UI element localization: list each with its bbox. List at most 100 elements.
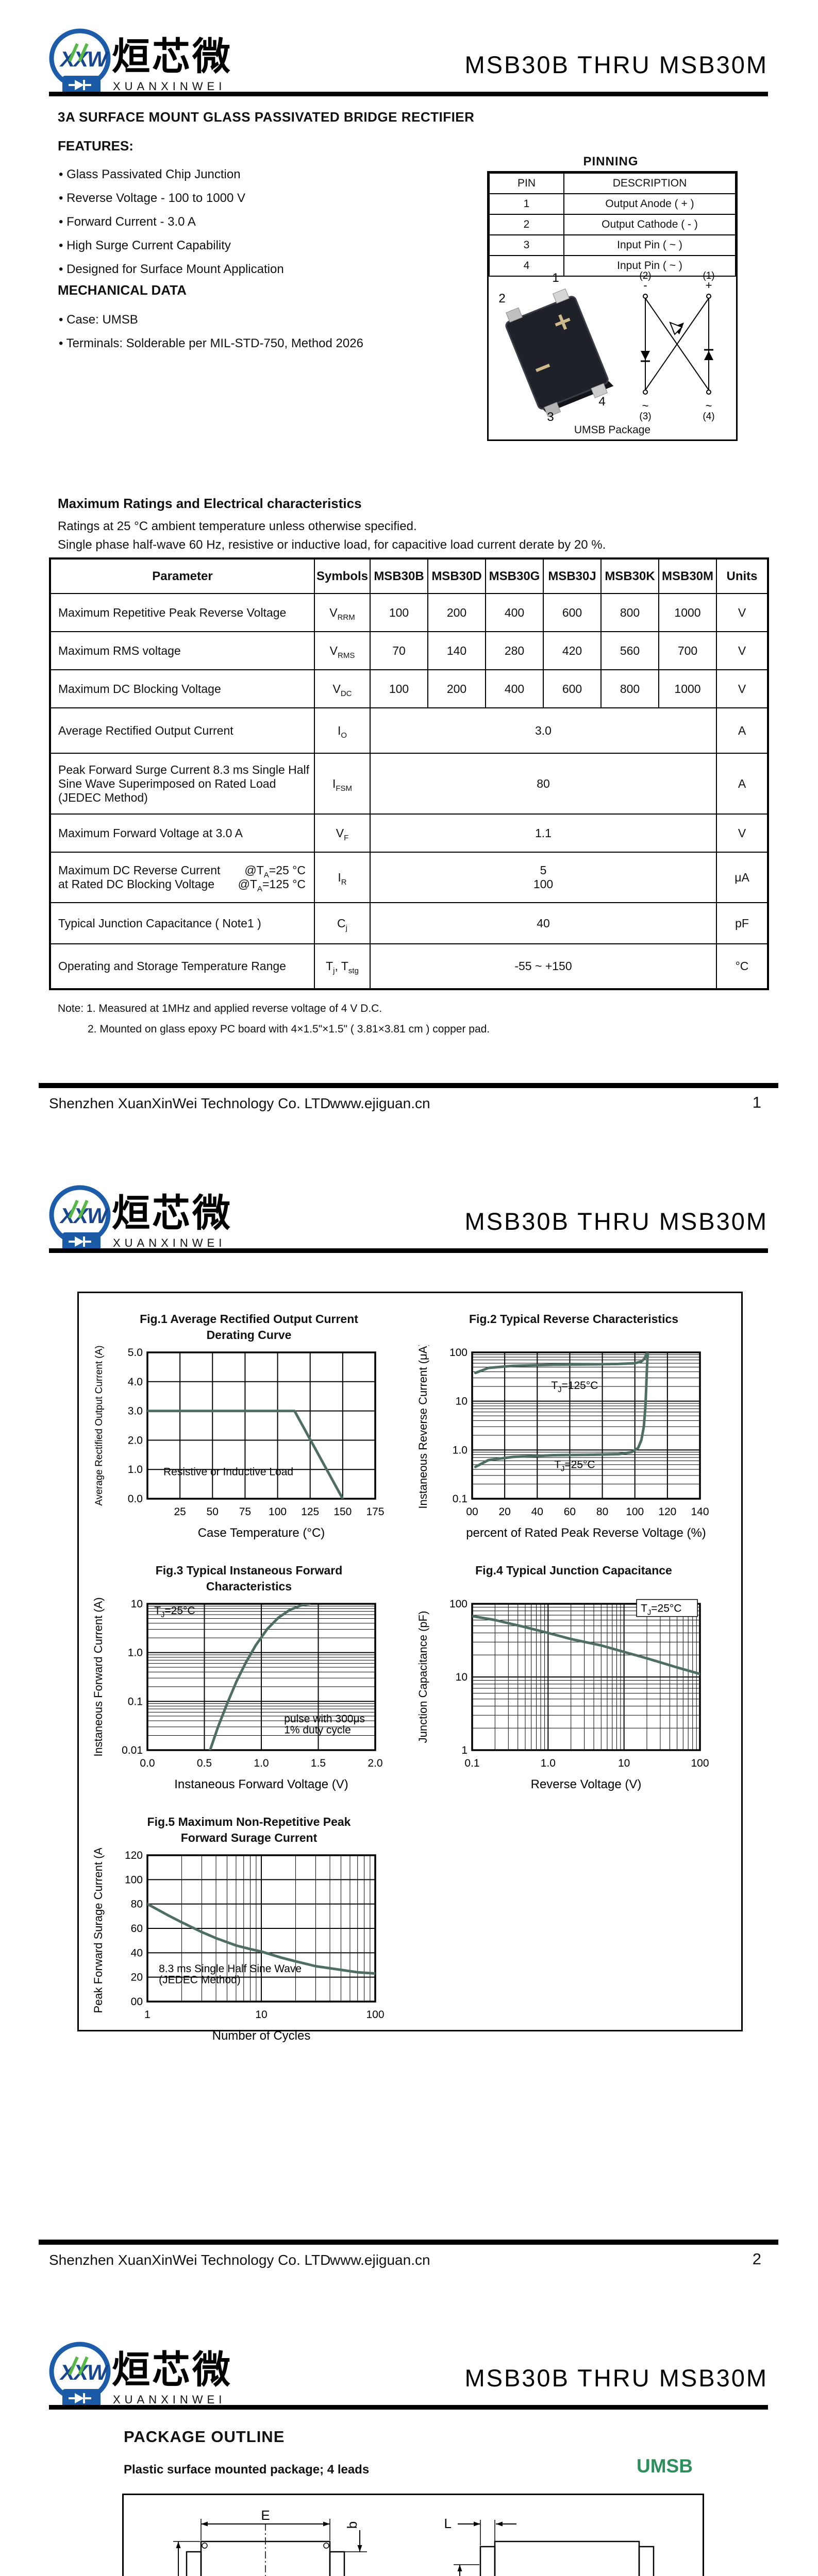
svg-text:TJ​=125°C: TJ​=125°C xyxy=(551,1380,598,1394)
parameter-cell: Maximum RMS voltage xyxy=(49,631,315,670)
svg-text:175: 175 xyxy=(366,1506,384,1518)
svg-text:50: 50 xyxy=(207,1506,219,1518)
parameter-cell: Maximum Forward Voltage at 3.0 A xyxy=(49,814,315,853)
logo-cn-name: 烜芯微 xyxy=(112,35,232,78)
footer-rule xyxy=(39,1083,778,1088)
feature-item: Forward Current - 3.0 A xyxy=(59,210,284,234)
svg-text:150: 150 xyxy=(333,1506,352,1518)
svg-text:(1): (1) xyxy=(703,270,714,281)
pinning-title: PINNING xyxy=(583,155,639,168)
page-2: XXW 烜芯微 XUANXINWEI MSB30B THRU MSB30M Fi… xyxy=(0,1157,818,2313)
value-cell: 560 xyxy=(600,631,659,670)
svg-text:percent of Rated Peak Reverse: percent of Rated Peak Reverse Voltage (%… xyxy=(466,1526,706,1540)
svg-text:100: 100 xyxy=(269,1506,287,1518)
features-title: FEATURES: xyxy=(58,138,133,154)
svg-text:1: 1 xyxy=(461,1744,468,1756)
value-cell: 3.0 xyxy=(370,707,717,754)
svg-text:烜芯微: 烜芯微 xyxy=(112,2348,232,2391)
symbol-cell: VF xyxy=(314,814,371,853)
svg-text:-: - xyxy=(643,279,647,292)
svg-text:75: 75 xyxy=(239,1506,251,1518)
svg-text:Instaneous Forward Voltage (V): Instaneous Forward Voltage (V) xyxy=(174,1777,348,1791)
feature-item: Glass Passivated Chip Junction xyxy=(59,163,284,187)
svg-text:100: 100 xyxy=(449,1347,468,1359)
svg-text:100: 100 xyxy=(449,1598,468,1610)
ratings-condition-2: Single phase half-wave 60 Hz, resistive … xyxy=(58,538,606,552)
value-cell: 400 xyxy=(485,593,544,632)
pinning-header-cell: PIN xyxy=(489,173,564,194)
value-cell: 600 xyxy=(543,669,602,708)
svg-text:TJ​=25°C: TJ​=25°C xyxy=(641,1603,681,1617)
svg-text:100: 100 xyxy=(691,1757,709,1769)
pin-description-cell: Input Pin ( ~ ) xyxy=(563,255,736,277)
svg-text:1% duty cycle: 1% duty cycle xyxy=(284,1724,351,1736)
package-outline-subtitle: Plastic surface mounted package; 4 leads xyxy=(124,2463,370,2477)
page-1: XXW 烜芯微 XUANXINWEI MSB30B THRU MSB30M 3A… xyxy=(0,0,818,1157)
svg-text:10: 10 xyxy=(131,1598,143,1610)
figure-4-title: Fig.4 Typical Junction Capacitance xyxy=(411,1563,736,1597)
value-cell: 5 100 xyxy=(370,852,717,903)
value-cell: 70 xyxy=(370,631,428,670)
feature-item: Reverse Voltage - 100 to 1000 V xyxy=(59,187,284,210)
ratings-table: Parameter Symbols MSB30B MSB30D MSB30G MSB30J… xyxy=(49,557,769,990)
value-cell: 800 xyxy=(600,593,659,632)
figure-1-title: Fig.1 Average Rectified Output Current De… xyxy=(87,1311,411,1345)
svg-text:b: b xyxy=(344,2521,360,2529)
note-line: Note: 1. Measured at 1MHz and applied re… xyxy=(58,1003,382,1014)
figure-3-title: Fig.3 Typical Instaneous Forward Characte… xyxy=(87,1563,411,1597)
product-subtitle: 3A SURFACE MOUNT GLASS PASSIVATED BRIDGE… xyxy=(58,109,475,125)
value-cell: 800 xyxy=(600,669,659,708)
package-outline-drawing: EDbLeCA∠ALL ROUNDE1​≡VMA xyxy=(173,2507,655,2576)
value-cell: 1000 xyxy=(658,593,717,632)
feature-item: High Surge Current Capability xyxy=(59,234,284,258)
ratings-row: Maximum RMS voltage VRMS 70 140 280 420 560 700… xyxy=(49,631,769,670)
svg-text:2.0: 2.0 xyxy=(128,1434,143,1446)
svg-text:120: 120 xyxy=(658,1506,676,1518)
condition: @TA=25 °C xyxy=(244,863,306,879)
svg-text:2: 2 xyxy=(498,292,505,306)
unit-cell: V xyxy=(716,814,769,853)
footer-website: www.ejiguan.cn xyxy=(330,1095,430,1111)
ratings-header-cell: Symbols xyxy=(314,558,371,594)
ratings-header-cell: MSB30B xyxy=(370,558,428,594)
ratings-notes: Note: 1. Measured at 1MHz and applied re… xyxy=(58,998,490,1040)
svg-text:4.0: 4.0 xyxy=(128,1376,143,1388)
page-number: 2 xyxy=(752,2250,761,2268)
value-cell: 100 xyxy=(370,593,428,632)
svg-text:L: L xyxy=(444,2516,452,2531)
svg-text:10: 10 xyxy=(456,1396,468,1408)
svg-text:Junction Capacitance (pF): Junction Capacitance (pF) xyxy=(416,1611,429,1743)
svg-text:Number of Cycles: Number of Cycles xyxy=(212,2029,311,2043)
svg-text:E: E xyxy=(261,2507,270,2523)
pin-description-cell: Output Cathode ( - ) xyxy=(563,214,736,235)
package-photo: 1 2 3 4 xyxy=(498,271,614,424)
parameter-cell: Average Rectified Output Current xyxy=(49,707,315,754)
value-cell: 200 xyxy=(427,669,486,708)
package-type: UMSB xyxy=(637,2455,693,2477)
svg-text:00: 00 xyxy=(466,1506,478,1518)
diode-icon xyxy=(75,80,84,90)
svg-text:20: 20 xyxy=(498,1506,510,1518)
figure-2-chart: 00 20 40 60 80 100 120 140 0.1 1.0 10 100 percent of… xyxy=(416,1342,709,1540)
svg-text:1.0: 1.0 xyxy=(453,1444,468,1456)
svg-text:Instaneous Reverse Current (μA: Instaneous Reverse Current (μA) xyxy=(416,1345,429,1509)
svg-text:XUANXINWEI: XUANXINWEI xyxy=(113,1236,226,1249)
value-cell: 280 xyxy=(485,631,544,670)
parameter-cell: Typical Junction Capacitance ( Note1 ) xyxy=(49,902,315,944)
unit-cell: μA xyxy=(716,852,769,903)
ratings-header-cell: MSB30J xyxy=(543,558,602,594)
ratings-header-cell: MSB30G xyxy=(485,558,544,594)
svg-text:1.0: 1.0 xyxy=(128,1464,143,1476)
unit-cell: °C xyxy=(716,943,769,990)
svg-text:0.1: 0.1 xyxy=(128,1696,143,1707)
ratings-header-cell: MSB30D xyxy=(427,558,486,594)
ratings-row: Maximum DC Reverse Current @TA=25 °C at Ra… xyxy=(49,852,769,903)
page-number: 1 xyxy=(752,1093,761,1111)
svg-text:(JEDEC Method): (JEDEC Method) xyxy=(159,1974,241,1986)
footer-company: Shenzhen XuanXinWei Technology Co. LTD xyxy=(49,2252,331,2268)
value-cell: -55 ~ +150 xyxy=(370,943,717,990)
svg-text:Case Temperature (°C): Case Temperature (°C) xyxy=(198,1526,325,1540)
svg-text:120: 120 xyxy=(125,1850,143,1861)
pinning-box: PIN DESCRIPTION 1 Output Anode ( + ) 2 Output… xyxy=(487,171,738,441)
mechanical-data-list: Case: UMSBTerminals: Solderable per MIL-… xyxy=(59,308,363,355)
